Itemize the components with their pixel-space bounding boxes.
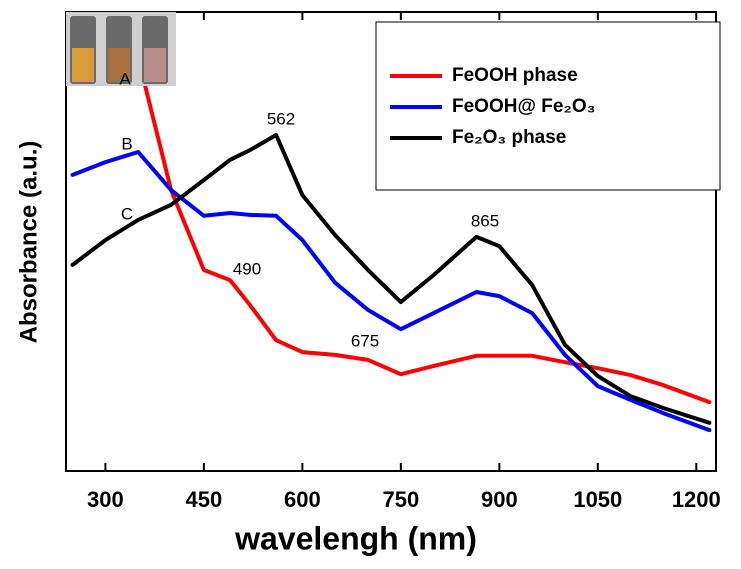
x-tick-label: 1200 — [672, 487, 721, 512]
x-tick-label: 600 — [284, 487, 321, 512]
annotation: A — [119, 69, 131, 88]
x-tick-label: 900 — [481, 487, 518, 512]
x-tick-label: 450 — [186, 487, 223, 512]
annotation: B — [121, 134, 132, 153]
inset-photo — [66, 12, 176, 86]
legend-label: FeOOH phase — [452, 65, 578, 86]
y-axis-label: Absorbance (a.u.) — [15, 141, 42, 344]
x-tick-label: 1050 — [573, 487, 622, 512]
plot-frame — [65, 11, 717, 472]
x-tick-label: 750 — [382, 487, 419, 512]
legend-label: Fe₂O₃ phase — [452, 127, 566, 148]
annotation: 490 — [233, 259, 261, 278]
x-tick-label: 300 — [87, 487, 124, 512]
series-line — [70, 133, 712, 425]
series-line — [136, 55, 712, 405]
legend-label: FeOOH@ Fe₂O₃ — [452, 96, 595, 117]
x-axis-label: wavelengh (nm) — [234, 520, 477, 556]
annotation: 562 — [267, 109, 295, 128]
annotation: 675 — [351, 331, 379, 350]
annotation: 865 — [471, 211, 499, 230]
annotation: C — [121, 204, 133, 223]
